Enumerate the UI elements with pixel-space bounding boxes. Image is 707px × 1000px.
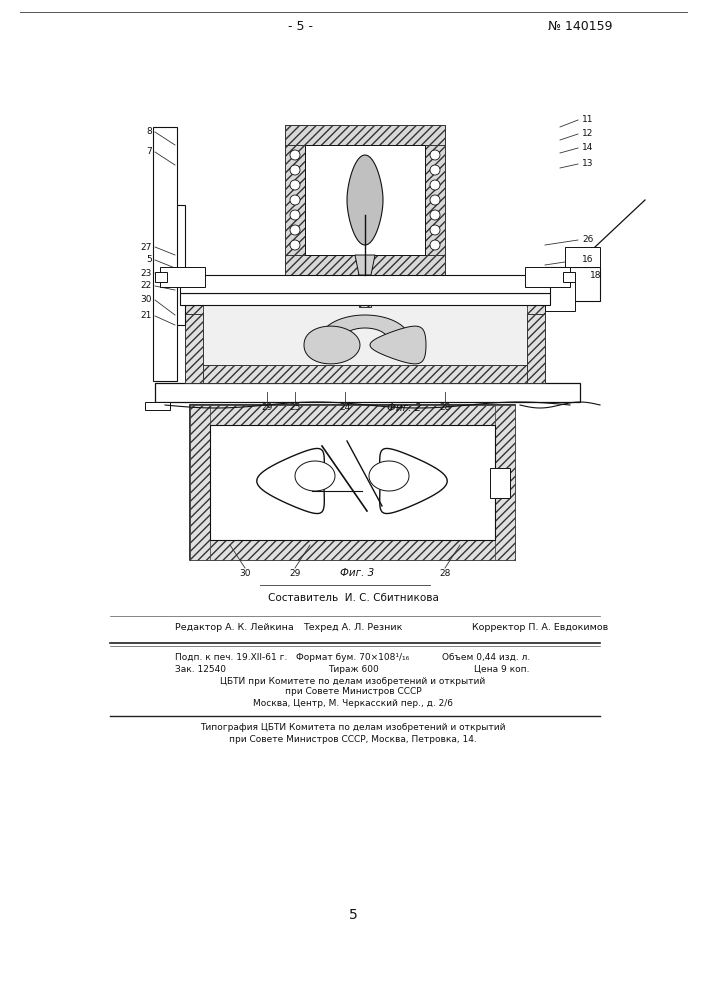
Polygon shape [369,461,409,491]
Bar [185,365,545,383]
Bar [190,405,515,425]
Text: при Совете Министров СССР: при Совете Министров СССР [285,688,421,696]
Text: 8: 8 [146,127,152,136]
Text: 25: 25 [289,403,300,412]
Text: 30: 30 [239,568,251,578]
Bar [495,405,515,560]
Text: Москва, Центр, М. Черкасский пер., д. 2/6: Москва, Центр, М. Черкасский пер., д. 2/… [253,698,453,708]
Text: при Совете Министров СССР, Москва, Петровка, 14.: при Совете Министров СССР, Москва, Петро… [229,736,477,744]
Bar [527,305,545,383]
Polygon shape [257,448,325,514]
Bar [490,468,510,498]
Bar [545,275,575,311]
Bar [565,247,600,267]
Text: 14: 14 [582,143,593,152]
Circle shape [430,210,440,220]
Bar [180,275,550,293]
Text: Тираж 600: Тираж 600 [327,664,378,674]
Bar [190,405,515,560]
Bar [155,272,167,282]
Polygon shape [347,155,383,245]
Text: 22: 22 [141,282,152,290]
Polygon shape [370,326,426,364]
Bar [155,383,580,402]
Text: 28: 28 [439,403,450,412]
Circle shape [290,195,300,205]
Circle shape [430,150,440,160]
Polygon shape [295,461,335,491]
Text: Подп. к печ. 19.ХІІ-61 г.: Подп. к печ. 19.ХІІ-61 г. [175,652,287,662]
Circle shape [290,210,300,220]
Circle shape [290,150,300,160]
Text: 26: 26 [582,235,593,244]
Bar [180,293,550,305]
Text: Фиг. 2: Фиг. 2 [387,403,421,413]
Bar [285,125,445,145]
Text: 5: 5 [349,908,357,922]
Bar [210,425,495,540]
Text: Техред А. Л. Резник: Техред А. Л. Резник [303,624,403,633]
Circle shape [290,225,300,235]
Circle shape [290,165,300,175]
Bar [190,405,210,560]
Text: 21: 21 [141,312,152,320]
Bar [545,267,600,301]
Bar [145,402,170,410]
Text: 29: 29 [289,568,300,578]
Polygon shape [380,448,448,514]
Text: 23: 23 [141,268,152,277]
Polygon shape [355,255,375,275]
Text: Фиг. 3: Фиг. 3 [340,568,374,578]
Text: 7: 7 [146,147,152,156]
Text: 18: 18 [590,271,602,280]
Circle shape [290,180,300,190]
Text: Зак. 12540: Зак. 12540 [175,664,226,674]
Circle shape [430,195,440,205]
Bar [525,267,570,287]
Bar [203,305,527,365]
Text: 28: 28 [439,568,450,578]
Text: № 140159: № 140159 [548,19,612,32]
Text: Редактор А. К. Лейкина: Редактор А. К. Лейкина [175,624,293,633]
Bar [563,272,575,282]
Text: 11: 11 [582,115,593,124]
Text: Типография ЦБТИ Комитета по делам изобретений и открытий: Типография ЦБТИ Комитета по делам изобре… [200,724,506,732]
Text: Объем 0,44 изд. л.: Объем 0,44 изд. л. [442,652,530,662]
Text: Корректор П. А. Евдокимов: Корректор П. А. Евдокимов [472,624,608,633]
Text: 12: 12 [582,129,593,138]
Text: 30: 30 [141,296,152,304]
Circle shape [430,180,440,190]
Bar [185,305,203,383]
Text: ЦБТИ при Комитете по делам изобретений и открытий: ЦБТИ при Комитете по делам изобретений и… [221,676,486,686]
Bar [160,267,205,287]
Text: 5: 5 [146,255,152,264]
Bar [305,145,425,255]
Text: 27: 27 [141,242,152,251]
Text: Цена 9 коп.: Цена 9 коп. [474,664,530,674]
Polygon shape [304,326,360,364]
Bar [160,205,185,325]
Circle shape [430,240,440,250]
Circle shape [430,225,440,235]
Bar [425,125,445,275]
Text: 16: 16 [582,255,593,264]
Bar [359,245,371,307]
Text: 24: 24 [339,403,351,412]
Bar [185,305,545,314]
Text: - 5 -: - 5 - [288,19,312,32]
Bar [153,127,177,381]
Bar [285,255,445,275]
Text: Формат бум. 70×108¹/₁₆: Формат бум. 70×108¹/₁₆ [296,652,409,662]
Circle shape [430,165,440,175]
Bar [190,540,515,560]
Polygon shape [347,215,383,245]
Text: 29: 29 [262,403,273,412]
Circle shape [290,240,300,250]
Polygon shape [320,315,409,338]
Bar [285,125,305,275]
Text: 13: 13 [582,159,593,168]
Text: Составитель  И. С. Сбитникова: Составитель И. С. Сбитникова [267,593,438,603]
